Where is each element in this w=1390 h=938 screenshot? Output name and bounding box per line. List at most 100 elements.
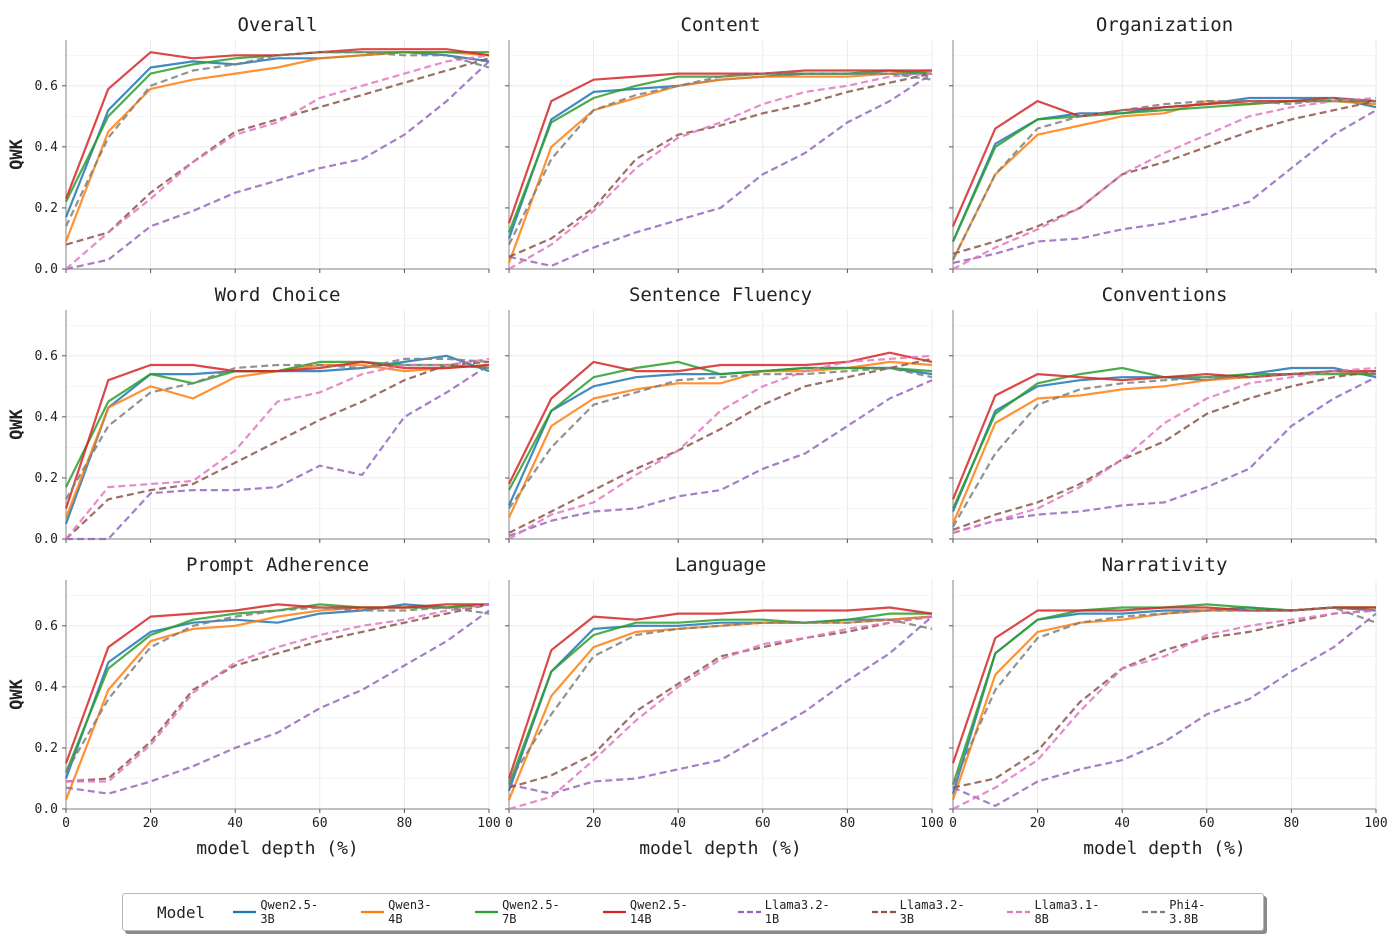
x-tick-label: 80 (840, 816, 856, 831)
series-line-qwen3-4b (64, 603, 490, 801)
series-line-qwen2-5-14b (64, 360, 490, 509)
x-tick-label: 0 (505, 816, 513, 831)
y-axis-label: QWK (7, 678, 27, 709)
series-line-qwen2-5-14b (508, 351, 933, 485)
x-axis-label: model depth (%) (196, 838, 359, 859)
legend-item: Llama3.2-3B (872, 898, 976, 926)
legend: Model Qwen2.5-3B Qwen3-4B Qwen2.5-7B Qwen2.… (122, 893, 1264, 931)
legend-label: Qwen2.5-3B (260, 898, 319, 926)
series-line-llama3-2-1b (65, 60, 490, 271)
series-line-qwen2-5-3b (507, 72, 932, 239)
series-line-llama3-2-1b (508, 379, 933, 537)
legend-label: Llama3.2-3B (899, 898, 965, 926)
legend-label: Qwen2.5-14B (629, 898, 688, 926)
series-line-qwen3-4b (508, 360, 933, 519)
panel-sentence-fluency: Sentence Fluency (505, 284, 933, 543)
series-line-llama3-2-1b (952, 109, 1377, 264)
series-line-llama3-2-3b (508, 615, 933, 789)
x-tick-label: 100 (477, 816, 500, 831)
y-tick-label: 0.2 (35, 471, 58, 486)
x-tick-label: 20 (143, 816, 159, 831)
panel-title: Narrativity (1102, 554, 1228, 576)
legend-item: Qwen2.5-3B (233, 898, 330, 926)
y-tick-label: 0.6 (35, 79, 58, 94)
series-line-llama3-2-1b (952, 376, 1377, 534)
series-line-llama3-1-8b (508, 72, 933, 270)
panel-conventions: Conventions (949, 284, 1377, 543)
legend-label: Phi4-3.8B (1169, 898, 1206, 926)
series-line-llama3-1-8b (66, 603, 490, 783)
panel-title: Sentence Fluency (629, 284, 812, 306)
series-line-qwen2-5-14b (507, 69, 932, 224)
series-line-llama3-2-1b (66, 364, 490, 541)
y-tick-label: 0.4 (35, 140, 59, 155)
y-tick-label: 0.0 (35, 532, 58, 547)
series-line-qwen2-5-7b (64, 603, 490, 773)
series-line-phi4-3-8b (508, 618, 933, 783)
series-line-qwen2-5-14b (951, 370, 1376, 500)
x-tick-label: 40 (670, 816, 686, 831)
x-tick-label: 0 (62, 816, 70, 831)
legend-label: Llama3.2-1B (764, 898, 830, 926)
legend-swatch (737, 910, 761, 914)
panel-language: 0 20 40 60 80 100 Language model depth (%) (505, 554, 944, 859)
legend-item: Qwen2.5-7B (474, 898, 572, 926)
series-line-llama3-2-1b (65, 609, 490, 795)
x-tick-label: 20 (586, 816, 602, 831)
legend-item: Qwen3-4B (361, 898, 444, 926)
series-line-llama3-1-8b (952, 609, 1377, 810)
series-line-llama3-2-3b (508, 72, 933, 258)
panel-prompt-adherence: 0 20 40 60 80 100 0.0 0.2 0.4 0.6 Prompt Adherence… (7, 554, 501, 859)
series-line-phi4-3-8b (65, 357, 490, 500)
y-tick-label: 0.6 (35, 349, 58, 364)
y-axis-label: QWK (7, 138, 27, 169)
y-tick-label: 0.4 (35, 410, 59, 425)
series-line-llama3-1-8b (508, 354, 933, 540)
series-line-qwen2-5-7b (65, 360, 490, 488)
series-line-qwen2-5-3b (507, 615, 933, 792)
series-line-qwen2-5-7b (508, 360, 933, 491)
x-tick-label: 60 (755, 816, 771, 831)
y-tick-label: 0.2 (35, 201, 58, 216)
x-tick-label: 0 (949, 816, 957, 831)
x-tick-label: 80 (397, 816, 413, 831)
series-line-phi4-3-8b (508, 72, 933, 246)
panel-overall: 0.0 0.2 0.4 0.6 Overall QWK (7, 14, 490, 277)
series-line-llama3-2-3b (65, 603, 490, 783)
panel-word-choice: 0.0 0.2 0.4 0.6 Word Choice QWK (7, 284, 490, 547)
legend-swatch (872, 910, 896, 914)
series-line-qwen2-5-14b (951, 606, 1376, 764)
panel-title: Content (680, 14, 760, 36)
series-line-llama3-2-3b (508, 357, 933, 534)
series-line-qwen2-5-14b (64, 48, 490, 200)
series-line-qwen2-5-14b (64, 603, 489, 764)
legend-swatch (1007, 910, 1031, 914)
series-line-llama3-2-1b (508, 72, 933, 267)
legend-swatch (602, 910, 626, 914)
panel-title: Overall (237, 14, 317, 36)
y-tick-label: 0.2 (35, 741, 58, 756)
x-tick-label: 60 (312, 816, 328, 831)
y-axis-label: QWK (7, 408, 27, 439)
panel-title: Organization (1096, 14, 1233, 36)
series-line-qwen2-5-14b (507, 606, 933, 779)
series-line-llama3-2-3b (65, 57, 490, 246)
legend-swatch (474, 910, 499, 914)
panel-narrativity: 0 20 40 60 80 100 Narrativity model depth (%) (949, 554, 1388, 859)
x-tick-label: 80 (1284, 816, 1300, 831)
series-line-llama3-2-3b (952, 370, 1377, 531)
series-line-llama3-2-1b (508, 615, 933, 795)
panel-title: Language (675, 554, 767, 576)
panel-title: Word Choice (215, 284, 341, 306)
series-line-qwen2-5-3b (951, 96, 1377, 242)
legend-item: Llama3.1-8B (1007, 898, 1111, 926)
legend-swatch (361, 910, 385, 914)
legend-label: Llama3.1-8B (1034, 898, 1100, 926)
panel-organization: Organization (949, 14, 1377, 273)
series-line-phi4-3-8b (952, 96, 1377, 261)
x-tick-label: 40 (1114, 816, 1130, 831)
series-line-qwen2-5-7b (951, 99, 1376, 242)
legend-title: Model (157, 902, 206, 922)
panel-content: Content (505, 14, 933, 273)
x-tick-label: 60 (1199, 816, 1215, 831)
